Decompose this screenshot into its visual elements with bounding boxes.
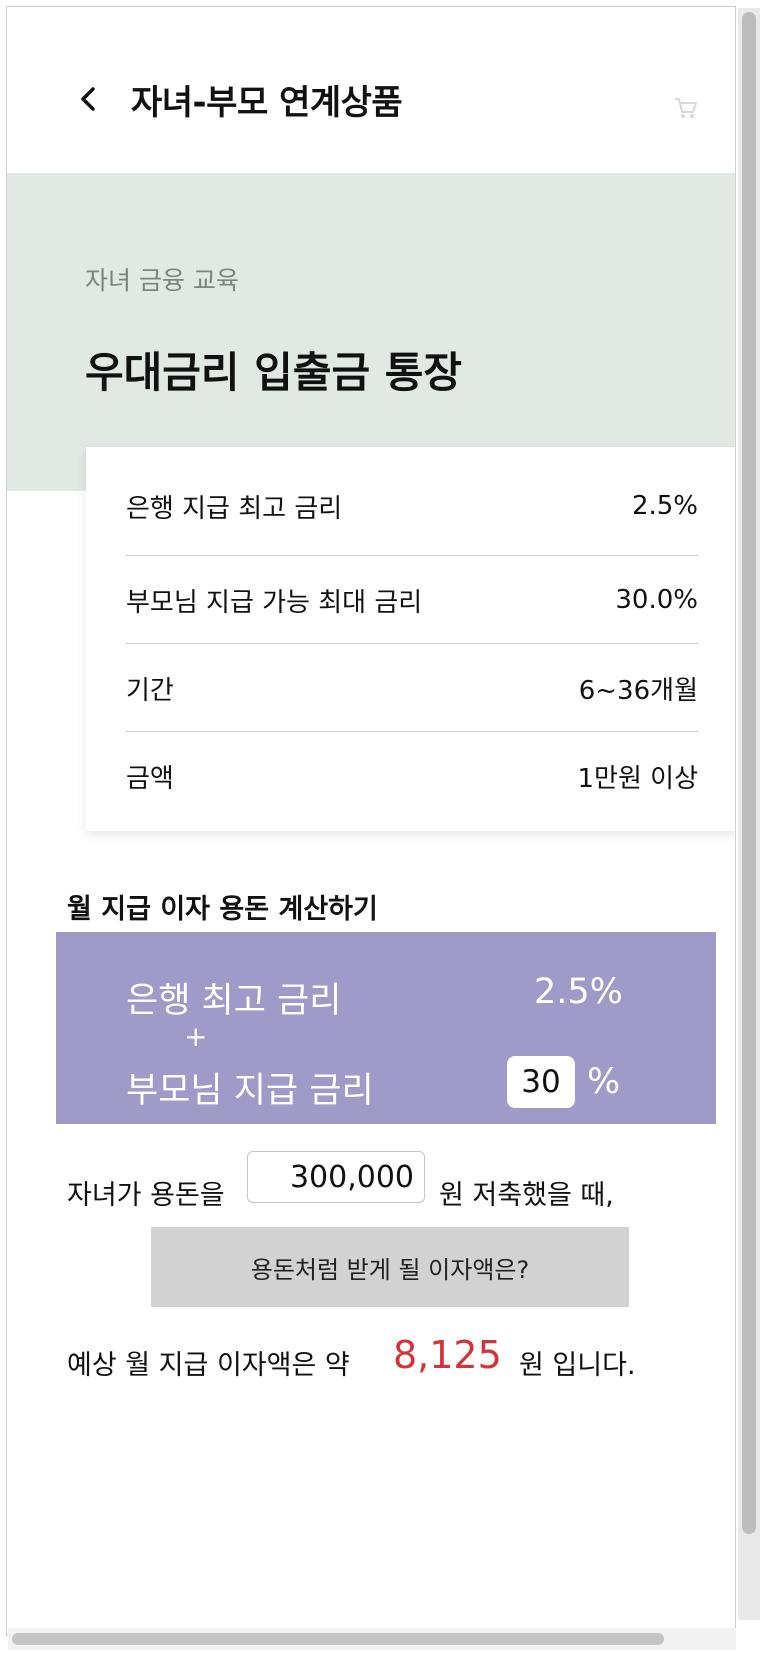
result-suffix: 원 입니다. xyxy=(519,1350,636,1381)
detail-label: 기간 xyxy=(126,675,174,706)
detail-value: 1만원 이상 xyxy=(577,763,699,794)
detail-label: 은행 지급 최고 금리 xyxy=(126,493,343,524)
divider xyxy=(126,555,698,556)
percent-sign: % xyxy=(587,1062,621,1102)
vertical-scrollbar-thumb[interactable] xyxy=(742,12,756,1534)
detail-label: 부모님 지급 가능 최대 금리 xyxy=(126,587,423,618)
savings-amount-input[interactable] xyxy=(247,1151,425,1203)
detail-row-bank-rate: 은행 지급 최고 금리 2.5% xyxy=(126,462,698,550)
detail-row-parent-rate: 부모님 지급 가능 최대 금리 30.0% xyxy=(126,556,698,644)
horizontal-scrollbar[interactable] xyxy=(8,1628,736,1650)
bank-rate-value: 2.5% xyxy=(534,972,623,1012)
horizontal-scrollbar-thumb[interactable] xyxy=(12,1633,664,1645)
vertical-scrollbar[interactable] xyxy=(738,8,760,1620)
header: 자녀-부모 연계상품 xyxy=(7,7,735,172)
product-name: 우대금리 입출금 통장 xyxy=(85,348,463,397)
divider xyxy=(126,731,698,732)
parent-rate-input[interactable] xyxy=(507,1056,575,1108)
savings-prefix: 자녀가 용돈을 xyxy=(67,1180,225,1211)
cart-icon[interactable] xyxy=(671,93,699,121)
savings-suffix: 원 저축했을 때, xyxy=(439,1180,614,1211)
detail-row-period: 기간 6~36개월 xyxy=(126,644,698,732)
plus-sign: + xyxy=(184,1020,208,1053)
calculator-panel: 은행 최고 금리 2.5% + 부모님 지급 금리 % xyxy=(56,932,716,1124)
detail-value: 6~36개월 xyxy=(578,675,698,706)
result-value: 8,125 xyxy=(393,1333,502,1377)
detail-value: 30.0% xyxy=(615,585,698,615)
product-hero: 자녀 금융 교육 우대금리 입출금 통장 xyxy=(7,173,735,491)
bank-rate-label: 은행 최고 금리 xyxy=(126,981,342,1021)
product-category: 자녀 금융 교육 xyxy=(85,266,239,295)
calculate-interest-button[interactable]: 용돈처럼 받게 될 이자액은? xyxy=(151,1227,629,1307)
product-details-card: 은행 지급 최고 금리 2.5% 부모님 지급 가능 최대 금리 30.0% 기… xyxy=(86,447,735,831)
parent-rate-label: 부모님 지급 금리 xyxy=(126,1071,374,1111)
result-prefix: 예상 월 지급 이자액은 약 xyxy=(67,1350,350,1381)
detail-row-amount: 금액 1만원 이상 xyxy=(126,732,698,820)
calculator-section-title: 월 지급 이자 용돈 계산하기 xyxy=(67,894,378,925)
page-title: 자녀-부모 연계상품 xyxy=(131,83,403,123)
detail-label: 금액 xyxy=(126,763,174,794)
chevron-left-icon[interactable] xyxy=(73,79,103,119)
divider xyxy=(126,643,698,644)
detail-value: 2.5% xyxy=(631,491,698,521)
app-frame: 자녀-부모 연계상품 자녀 금융 교육 우대금리 입출금 통장 은행 지급 최고… xyxy=(6,6,736,1636)
